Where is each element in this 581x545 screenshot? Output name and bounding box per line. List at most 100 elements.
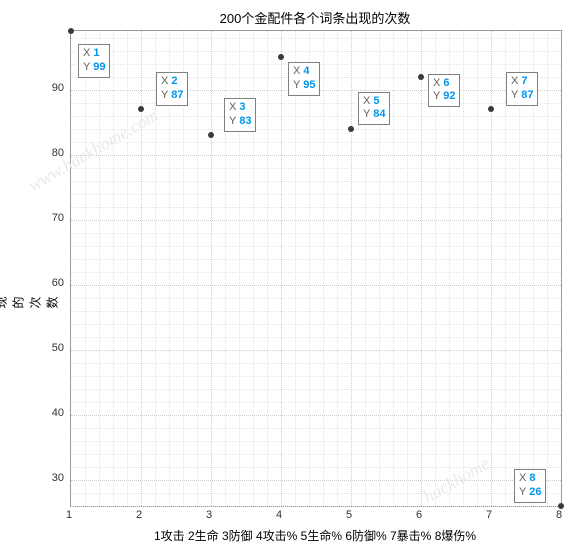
datatip[interactable]: X 2Y 87: [156, 72, 188, 106]
minor-gridline: [71, 51, 561, 52]
y-tick-label: 70: [52, 212, 64, 224]
chart-title: 200个金配件各个词条出现的次数: [70, 8, 560, 27]
y-tick-label: 50: [52, 342, 64, 354]
gridline: [281, 31, 282, 506]
y-tick-label: 40: [52, 407, 64, 419]
datatip[interactable]: X 1Y 99: [78, 44, 110, 78]
minor-gridline: [71, 298, 561, 299]
gridline: [71, 480, 561, 481]
y-tick-label: 80: [52, 147, 64, 159]
minor-gridline: [71, 363, 561, 364]
datatip[interactable]: X 6Y 92: [428, 74, 460, 108]
datatip-x-label: X: [363, 95, 373, 107]
minor-gridline: [71, 103, 561, 104]
gridline: [71, 285, 561, 286]
datatip-x-value: 8: [529, 472, 535, 484]
datatip-y-label: Y: [363, 108, 373, 120]
x-axis-label: 1攻击 2生命 3防御 4攻击% 5生命% 6防御% 7暴击% 8爆伤%: [70, 527, 560, 544]
datatip-y-value: 26: [529, 486, 541, 498]
gridline: [141, 31, 142, 506]
gridline: [421, 31, 422, 506]
datatip-x-value: 2: [171, 75, 177, 87]
y-tick-label: 60: [52, 277, 64, 289]
datatip-x-value: 6: [443, 77, 449, 89]
x-tick-label: 4: [276, 509, 282, 521]
datatip-y-label: Y: [293, 79, 303, 91]
datatip-x-label: X: [161, 75, 171, 87]
x-tick-label: 7: [486, 509, 492, 521]
x-tick-label: 8: [556, 509, 562, 521]
minor-gridline: [71, 259, 561, 260]
datatip-x-value: 7: [521, 75, 527, 87]
minor-gridline: [71, 428, 561, 429]
data-point[interactable]: [278, 54, 284, 60]
datatip-y-value: 99: [93, 61, 105, 73]
datatip-x-value: 5: [373, 95, 379, 107]
minor-gridline: [71, 233, 561, 234]
datatip-y-value: 87: [521, 89, 533, 101]
minor-gridline: [71, 454, 561, 455]
datatip-y-value: 92: [443, 90, 455, 102]
datatip-y-value: 84: [373, 108, 385, 120]
data-point[interactable]: [418, 74, 424, 80]
y-tick-label: 90: [52, 82, 64, 94]
x-tick-label: 3: [206, 509, 212, 521]
minor-gridline: [71, 207, 561, 208]
data-point[interactable]: [138, 106, 144, 112]
datatip[interactable]: X 8Y 26: [514, 469, 546, 503]
datatip-x-value: 4: [303, 65, 309, 77]
minor-gridline: [71, 324, 561, 325]
chart-container: 200个金配件各个词条出现的次数 出现的次数 1攻击 2生命 3防御 4攻击% …: [0, 0, 581, 545]
minor-gridline: [71, 168, 561, 169]
datatip[interactable]: X 3Y 83: [224, 98, 256, 132]
minor-gridline: [71, 493, 561, 494]
y-axis-label: 出现的次数: [0, 294, 61, 310]
y-tick-label: 30: [52, 472, 64, 484]
minor-gridline: [71, 389, 561, 390]
datatip-y-value: 95: [303, 79, 315, 91]
datatip-x-label: X: [293, 65, 303, 77]
minor-gridline: [71, 337, 561, 338]
minor-gridline: [71, 272, 561, 273]
datatip-y-label: Y: [511, 89, 521, 101]
datatip-y-label: Y: [229, 115, 239, 127]
minor-gridline: [71, 441, 561, 442]
datatip[interactable]: X 4Y 95: [288, 62, 320, 96]
minor-gridline: [71, 467, 561, 468]
data-point[interactable]: [208, 132, 214, 138]
gridline: [351, 31, 352, 506]
gridline: [71, 350, 561, 351]
x-tick-label: 1: [66, 509, 72, 521]
datatip-x-value: 3: [239, 101, 245, 113]
gridline: [211, 31, 212, 506]
minor-gridline: [71, 376, 561, 377]
datatip-y-value: 87: [171, 89, 183, 101]
data-point[interactable]: [68, 28, 74, 34]
datatip[interactable]: X 7Y 87: [506, 72, 538, 106]
datatip-x-value: 1: [93, 47, 99, 59]
data-point[interactable]: [488, 106, 494, 112]
datatip[interactable]: X 5Y 84: [358, 92, 390, 126]
datatip-x-label: X: [519, 472, 529, 484]
minor-gridline: [71, 402, 561, 403]
gridline: [71, 415, 561, 416]
datatip-y-label: Y: [433, 90, 443, 102]
gridline: [491, 31, 492, 506]
datatip-x-label: X: [433, 77, 443, 89]
x-tick-label: 2: [136, 509, 142, 521]
datatip-y-label: Y: [519, 486, 529, 498]
x-tick-label: 6: [416, 509, 422, 521]
minor-gridline: [71, 142, 561, 143]
data-point[interactable]: [348, 126, 354, 132]
minor-gridline: [71, 129, 561, 130]
x-tick-label: 5: [346, 509, 352, 521]
minor-gridline: [71, 194, 561, 195]
gridline: [71, 155, 561, 156]
datatip-x-label: X: [229, 101, 239, 113]
plot-area: [70, 30, 562, 507]
minor-gridline: [71, 506, 561, 507]
datatip-y-label: Y: [83, 61, 93, 73]
datatip-y-value: 83: [239, 115, 251, 127]
gridline: [71, 220, 561, 221]
minor-gridline: [71, 116, 561, 117]
